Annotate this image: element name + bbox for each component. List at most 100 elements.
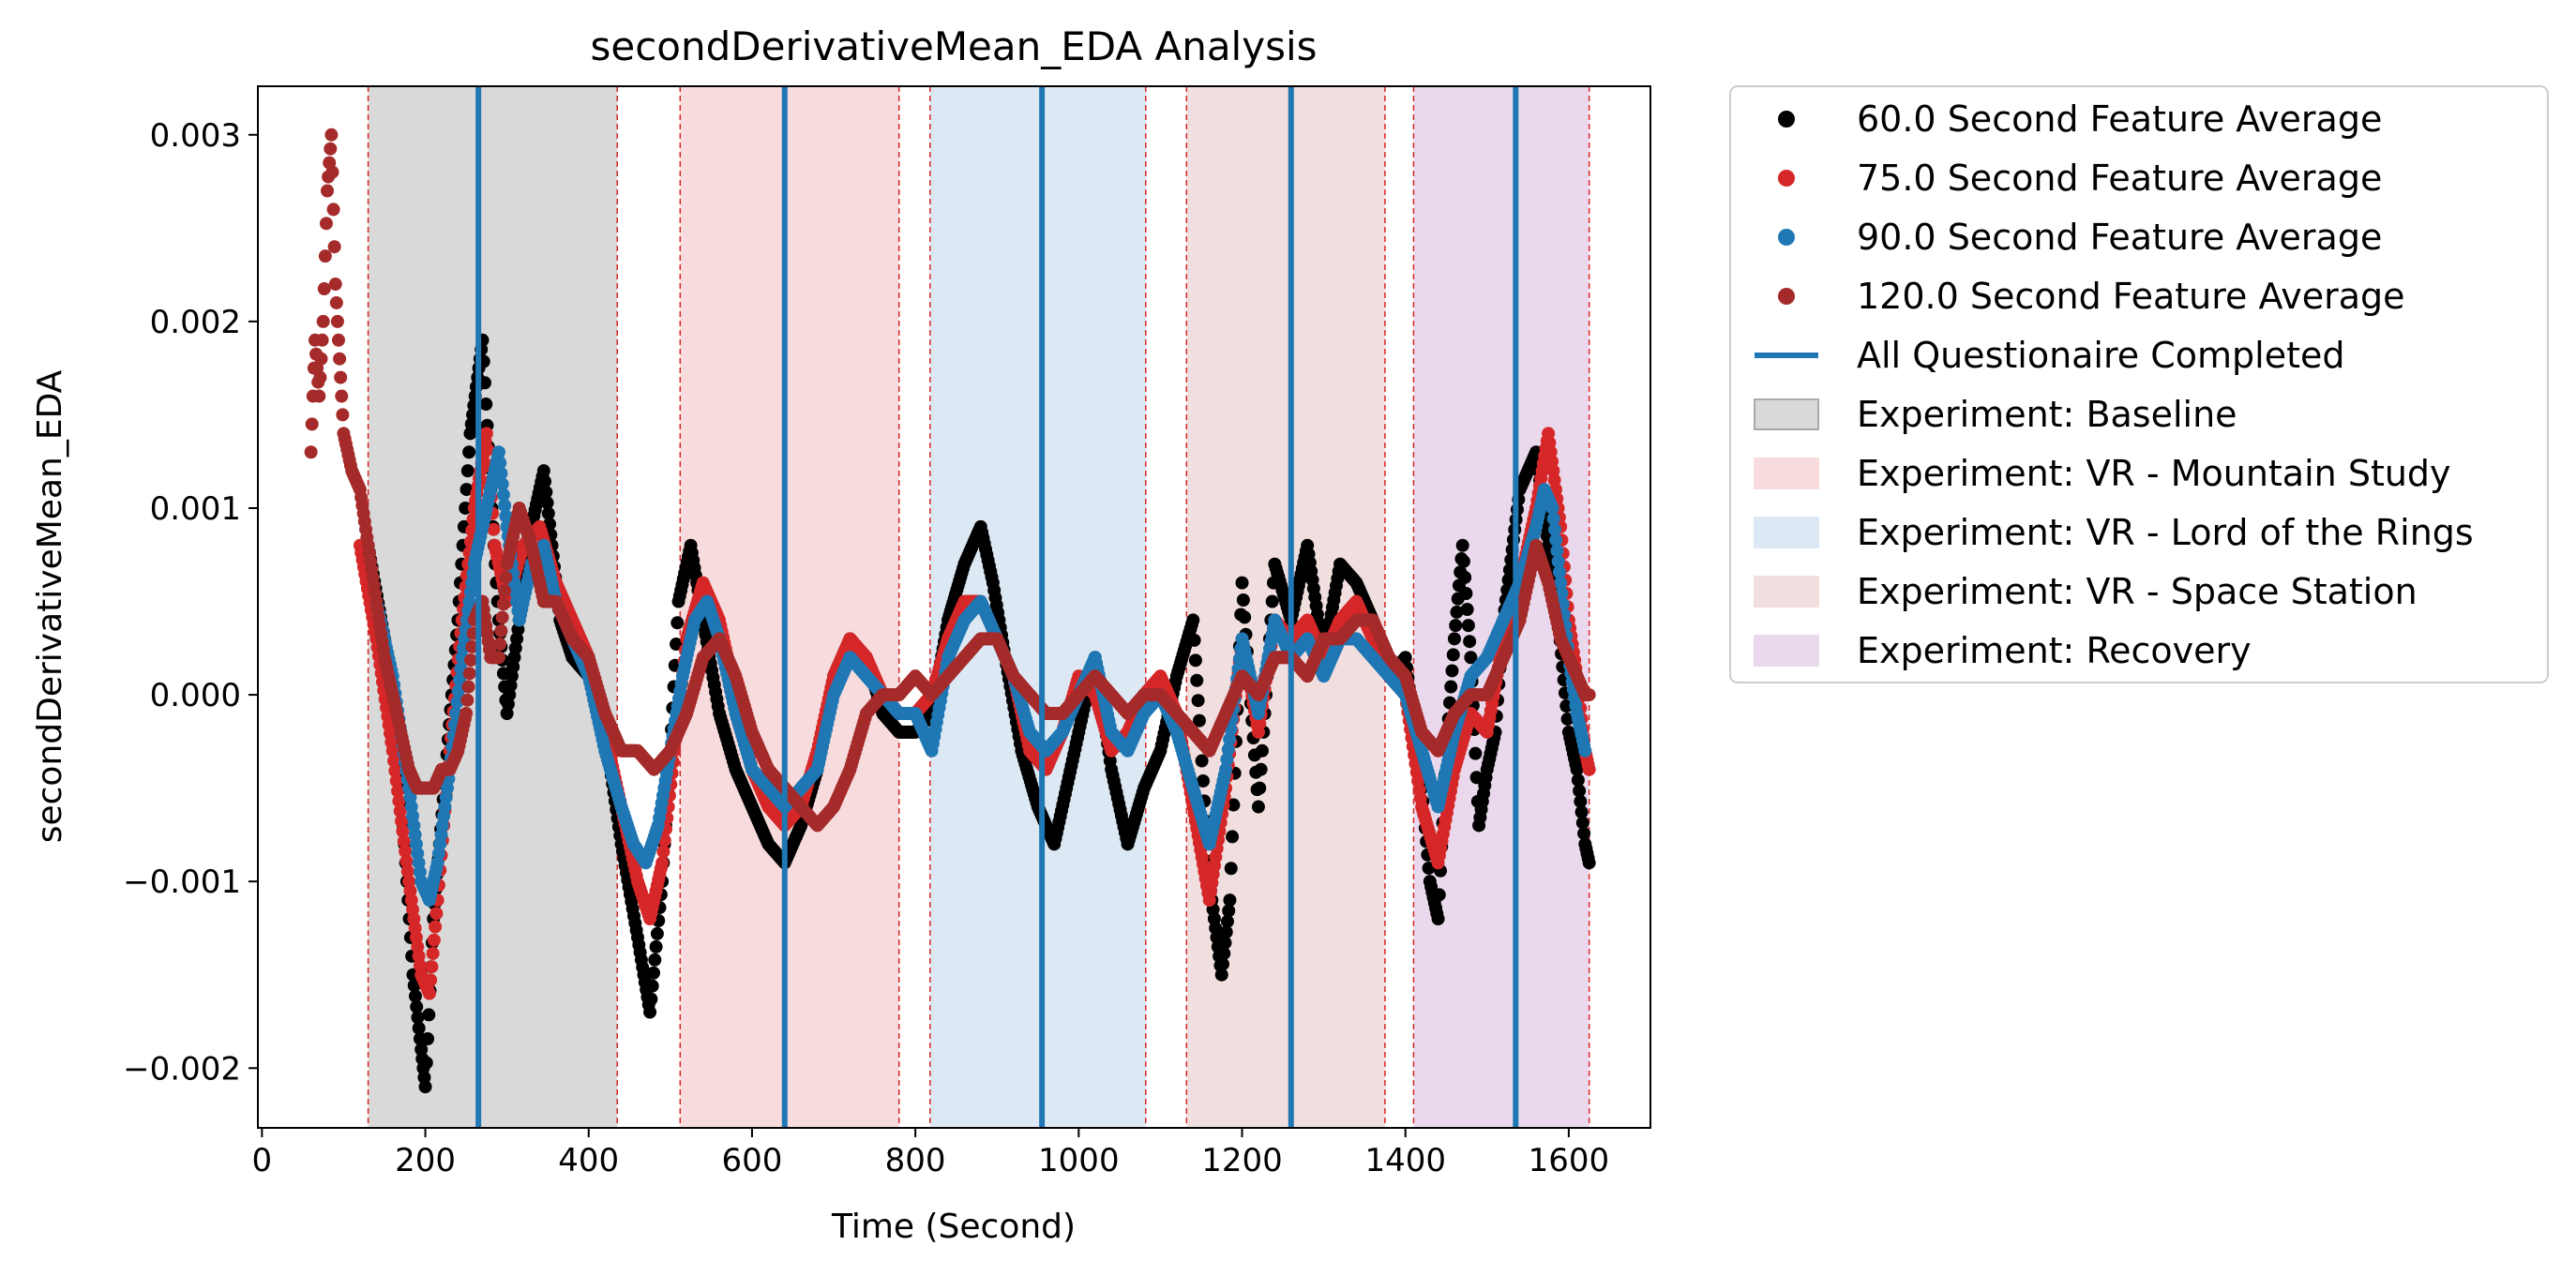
- data-point: [1215, 957, 1229, 971]
- data-point: [478, 376, 492, 390]
- data-point: [1459, 586, 1473, 600]
- y-tick-label: 0.000: [150, 677, 241, 714]
- data-point: [321, 184, 335, 198]
- y-axis-title: secondDerivativeMean_EDA: [31, 369, 69, 843]
- data-point: [1191, 694, 1205, 708]
- data-point: [464, 653, 478, 668]
- data-point: [461, 680, 475, 694]
- data-point: [422, 1008, 436, 1022]
- x-tick-label: 800: [885, 1142, 946, 1179]
- data-point: [329, 295, 343, 309]
- data-point: [1265, 594, 1279, 608]
- y-tick-label: 0.001: [150, 490, 241, 528]
- data-point: [487, 522, 501, 536]
- y-tick-label: −0.002: [123, 1050, 241, 1088]
- data-point: [643, 1005, 657, 1019]
- data-point: [1431, 912, 1445, 926]
- legend-marker: [1778, 229, 1795, 246]
- data-point: [1218, 936, 1232, 950]
- data-point: [399, 845, 413, 859]
- data-point: [1574, 794, 1588, 808]
- data-point: [1217, 946, 1231, 960]
- data-point: [1464, 651, 1478, 665]
- data-point: [495, 610, 509, 624]
- data-point: [493, 456, 507, 470]
- data-point: [327, 240, 341, 254]
- data-point: [459, 483, 474, 497]
- legend-label: 60.0 Second Feature Average: [1857, 98, 2382, 140]
- data-point: [462, 445, 476, 459]
- data-point: [1226, 830, 1240, 844]
- data-point: [427, 933, 441, 947]
- data-point: [315, 333, 329, 347]
- data-point: [670, 616, 685, 630]
- data-point: [326, 203, 340, 217]
- data-point: [1220, 914, 1234, 928]
- data-point: [656, 845, 670, 859]
- x-tick-label: 600: [721, 1142, 782, 1179]
- data-point: [1582, 856, 1596, 870]
- data-point: [1238, 610, 1252, 624]
- data-point: [1188, 653, 1202, 668]
- data-point: [391, 784, 405, 798]
- data-point: [648, 953, 662, 967]
- data-point: [1455, 538, 1469, 552]
- data-point: [1559, 699, 1574, 713]
- x-axis-title: Time (Second): [831, 1208, 1076, 1246]
- data-point: [429, 907, 444, 921]
- data-point: [451, 684, 465, 698]
- data-point: [400, 864, 414, 878]
- data-point: [392, 794, 406, 808]
- data-point: [408, 989, 422, 1003]
- data-point: [1227, 798, 1241, 812]
- data-point: [538, 474, 552, 488]
- data-point: [422, 986, 436, 1000]
- data-point: [313, 370, 327, 384]
- data-point: [536, 464, 550, 478]
- data-point: [324, 142, 338, 156]
- data-point: [645, 979, 659, 993]
- experiment-region: [368, 86, 618, 1128]
- data-point: [330, 314, 344, 328]
- data-point: [479, 427, 493, 441]
- data-point: [334, 370, 348, 384]
- data-point: [650, 926, 664, 940]
- data-point: [412, 1021, 426, 1035]
- data-point: [1578, 743, 1592, 758]
- data-point: [646, 966, 660, 980]
- data-point: [1235, 576, 1249, 590]
- data-point: [1461, 619, 1475, 633]
- data-point: [1251, 800, 1265, 814]
- data-point: [491, 651, 505, 665]
- data-point: [411, 1011, 425, 1025]
- data-point: [1574, 805, 1589, 819]
- data-point: [460, 464, 475, 478]
- data-point: [1449, 619, 1463, 633]
- data-point: [459, 501, 473, 515]
- legend-patch: [1754, 635, 1819, 667]
- data-point: [1577, 826, 1591, 840]
- data-point: [539, 485, 553, 499]
- data-point: [1253, 781, 1267, 795]
- y-tick-label: 0.003: [150, 117, 241, 155]
- data-point: [496, 597, 510, 611]
- data-point: [426, 946, 440, 960]
- data-point: [499, 509, 513, 523]
- data-point: [425, 960, 439, 974]
- data-point: [1196, 773, 1210, 788]
- data-point: [324, 128, 339, 142]
- data-point: [1582, 762, 1596, 776]
- data-point: [1223, 893, 1237, 908]
- data-point: [1224, 862, 1238, 876]
- data-point: [498, 584, 512, 598]
- data-point: [389, 773, 403, 788]
- legend-label: 90.0 Second Feature Average: [1857, 217, 2382, 258]
- data-point: [1447, 632, 1461, 646]
- data-point: [304, 445, 318, 459]
- data-point: [1192, 713, 1206, 728]
- legend-patch: [1754, 576, 1819, 608]
- x-tick-label: 1000: [1038, 1142, 1120, 1179]
- legend-label: Experiment: Recovery: [1857, 630, 2252, 671]
- data-point: [1186, 613, 1200, 627]
